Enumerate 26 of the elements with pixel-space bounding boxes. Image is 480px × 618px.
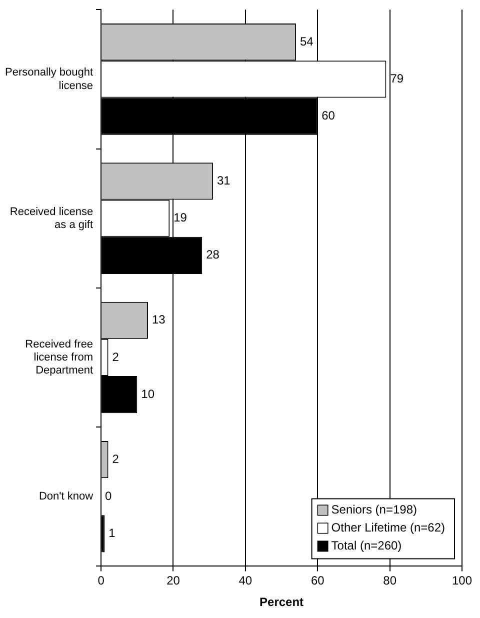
legend-label: Total (n=260): [331, 538, 402, 553]
x-tick-label: 100: [452, 574, 472, 588]
legend-label: Seniors (n=198): [331, 502, 417, 517]
legend-label: Other Lifetime (n=62): [331, 520, 446, 535]
data-label: 0: [105, 488, 112, 503]
x-tick-label: 60: [310, 574, 325, 588]
y-tick-label: Personally bought license: [4, 66, 94, 92]
x-tick-label: 0: [98, 574, 105, 588]
x-tick-label: 20: [166, 574, 180, 588]
x-axis-title: Percent: [260, 595, 304, 610]
data-label: 31: [216, 174, 231, 188]
data-label: 79: [390, 71, 404, 86]
data-label: 2: [112, 350, 120, 364]
data-label: 13: [152, 312, 166, 327]
data-label: 54: [300, 34, 314, 48]
data-label: 1: [108, 526, 116, 540]
x-tick-label: 40: [238, 574, 252, 588]
data-label: 2: [112, 452, 120, 466]
y-tick-label: Received license as a gift: [10, 206, 94, 231]
y-tick-label: Don't know: [38, 490, 94, 503]
data-label: 60: [322, 108, 336, 123]
data-label: 10: [141, 386, 155, 401]
y-tick-label: Received free license from Department: [25, 338, 94, 377]
x-tick-label: 80: [383, 574, 397, 588]
data-label: 19: [174, 210, 188, 225]
data-label: 28: [206, 248, 220, 262]
